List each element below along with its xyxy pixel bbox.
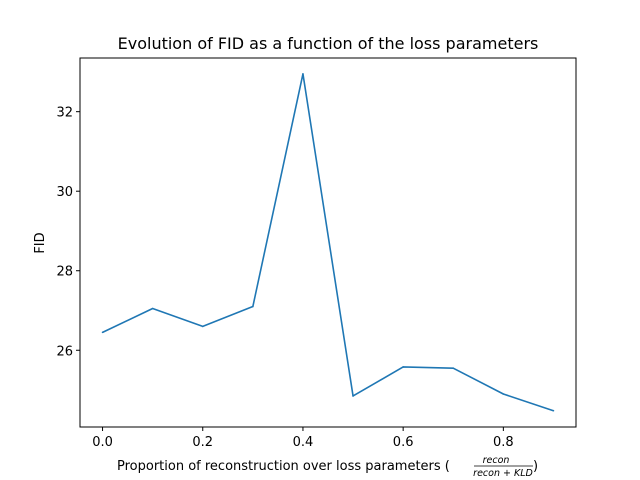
y-tick-label: 30 — [56, 185, 73, 200]
data-point — [452, 367, 455, 369]
series-layer — [101, 73, 555, 412]
chart-title: Evolution of FID as a function of the lo… — [118, 34, 539, 53]
data-point — [101, 331, 104, 334]
x-axis-label-text: Proportion of reconstruction over loss p… — [117, 459, 450, 474]
y-axis-label: FID — [33, 232, 48, 253]
x-axis: 0.0 0.2 0.4 0.6 0.8 — [92, 427, 514, 450]
series-line — [102, 73, 554, 412]
x-axis-label: Proportion of reconstruction over loss p… — [117, 455, 538, 479]
data-point — [151, 307, 154, 310]
y-tick-label: 32 — [56, 106, 73, 121]
data-point — [252, 305, 254, 308]
data-point — [302, 73, 304, 75]
data-point — [402, 366, 404, 368]
x-tick-label: 0.4 — [293, 435, 314, 450]
plot-frame — [79, 57, 577, 428]
y-axis: 26 28 30 32 — [56, 106, 80, 359]
data-point — [201, 325, 204, 328]
x-tick-label: 0.0 — [92, 435, 113, 450]
x-tick-label: 0.8 — [493, 435, 514, 450]
y-tick-label: 28 — [56, 265, 73, 280]
x-tick-label: 0.2 — [192, 435, 213, 450]
data-point — [552, 409, 555, 412]
x-axis-label-close: ) — [533, 459, 538, 474]
x-axis-label-numerator: recon — [483, 455, 510, 466]
x-axis-label-denominator: recon + KLD — [473, 468, 533, 479]
x-tick-label: 0.6 — [393, 435, 414, 450]
data-point — [352, 395, 354, 397]
data-point — [502, 393, 505, 395]
plot-area — [79, 57, 577, 428]
y-tick-label: 26 — [56, 344, 73, 359]
